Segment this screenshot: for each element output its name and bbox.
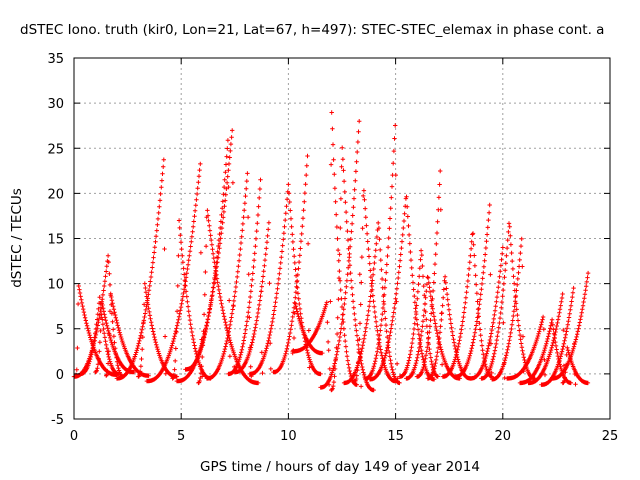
- data-arc-38: [526, 291, 567, 386]
- data-arc-25: [363, 123, 400, 381]
- data-arc-31: [440, 231, 494, 379]
- data-arc-35: [489, 236, 526, 382]
- data-arc-30: [425, 274, 473, 381]
- x-axis-label: GPS time / hours of day 149 of year 2014: [200, 459, 480, 475]
- x-tick-label: 20: [495, 429, 512, 444]
- x-tick-labels: 0 5 10 15 20 25: [70, 429, 618, 444]
- data-arc-33: [468, 245, 507, 381]
- y-tick-label: 0: [56, 368, 64, 383]
- data-arc-29: [414, 168, 445, 379]
- x-tick-label: 0: [70, 429, 78, 444]
- y-tick-label: 35: [47, 52, 64, 67]
- y-tick-label: 30: [47, 97, 64, 112]
- y-tick-label: -5: [51, 413, 64, 428]
- data-arc-19: [290, 300, 331, 354]
- data-arc-41: [560, 345, 591, 386]
- data-arc-16: [247, 182, 323, 377]
- axis-ticks: [73, 57, 611, 420]
- data-arc-11: [183, 138, 233, 372]
- x-tick-label: 25: [602, 429, 619, 444]
- data-series: [71, 110, 591, 393]
- data-arc-40: [549, 270, 591, 381]
- data-arc-14: [226, 177, 265, 377]
- y-tick-labels: -5 0 5 10 15 20 25 30 35: [47, 52, 64, 428]
- data-arc-15: [232, 220, 273, 375]
- y-tick-label: 5: [56, 323, 64, 338]
- y-tick-label: 20: [47, 187, 64, 202]
- x-tick-label: 15: [387, 429, 404, 444]
- data-arc-13: [204, 171, 254, 381]
- x-tick-label: 5: [177, 429, 185, 444]
- data-arc-5: [93, 299, 137, 375]
- y-tick-label: 25: [47, 142, 64, 157]
- data-arc-23: [341, 220, 402, 386]
- data-arc-34: [479, 221, 537, 381]
- data-arc-22: [318, 119, 364, 390]
- y-tick-label: 15: [47, 233, 64, 248]
- data-arc-36: [504, 314, 548, 381]
- x-tick-label: 10: [280, 429, 297, 444]
- chart-title: dSTEC Iono. truth (kir0, Lon=21, Lat=67,…: [20, 22, 604, 38]
- data-arc-17: [271, 153, 312, 375]
- y-tick-label: 10: [47, 278, 64, 293]
- data-arc-24: [352, 188, 398, 384]
- y-axis-label: dSTEC / TECUs: [9, 188, 25, 288]
- data-arc-8: [144, 161, 205, 384]
- data-arc-3: [78, 295, 121, 377]
- data-arc-32: [453, 202, 494, 379]
